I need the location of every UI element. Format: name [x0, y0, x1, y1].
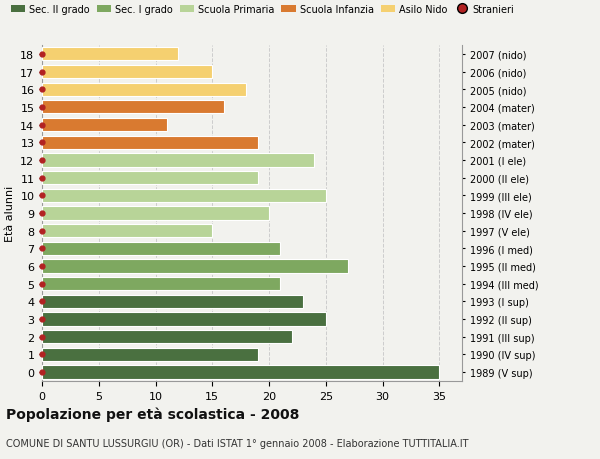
Text: COMUNE DI SANTU LUSSURGIU (OR) - Dati ISTAT 1° gennaio 2008 - Elaborazione TUTTI: COMUNE DI SANTU LUSSURGIU (OR) - Dati IS…	[6, 438, 469, 448]
Bar	[42, 118, 167, 132]
Bar	[42, 172, 257, 185]
Bar	[42, 260, 349, 273]
Legend: Sec. II grado, Sec. I grado, Scuola Primaria, Scuola Infanzia, Asilo Nido, Stran: Sec. II grado, Sec. I grado, Scuola Prim…	[11, 5, 515, 15]
Bar	[42, 66, 212, 79]
Bar	[42, 330, 292, 343]
Bar	[42, 101, 224, 114]
Text: Popolazione per età scolastica - 2008: Popolazione per età scolastica - 2008	[6, 406, 299, 421]
Bar	[42, 242, 280, 255]
Bar	[42, 84, 247, 96]
Y-axis label: Età alunni: Età alunni	[5, 185, 14, 241]
Bar	[42, 313, 326, 326]
Bar	[42, 48, 178, 62]
Bar	[42, 348, 257, 361]
Bar	[42, 365, 439, 379]
Bar	[42, 224, 212, 238]
Bar	[42, 207, 269, 220]
Bar	[42, 136, 257, 150]
Bar	[42, 189, 326, 202]
Bar	[42, 295, 303, 308]
Bar	[42, 277, 280, 291]
Bar	[42, 154, 314, 167]
